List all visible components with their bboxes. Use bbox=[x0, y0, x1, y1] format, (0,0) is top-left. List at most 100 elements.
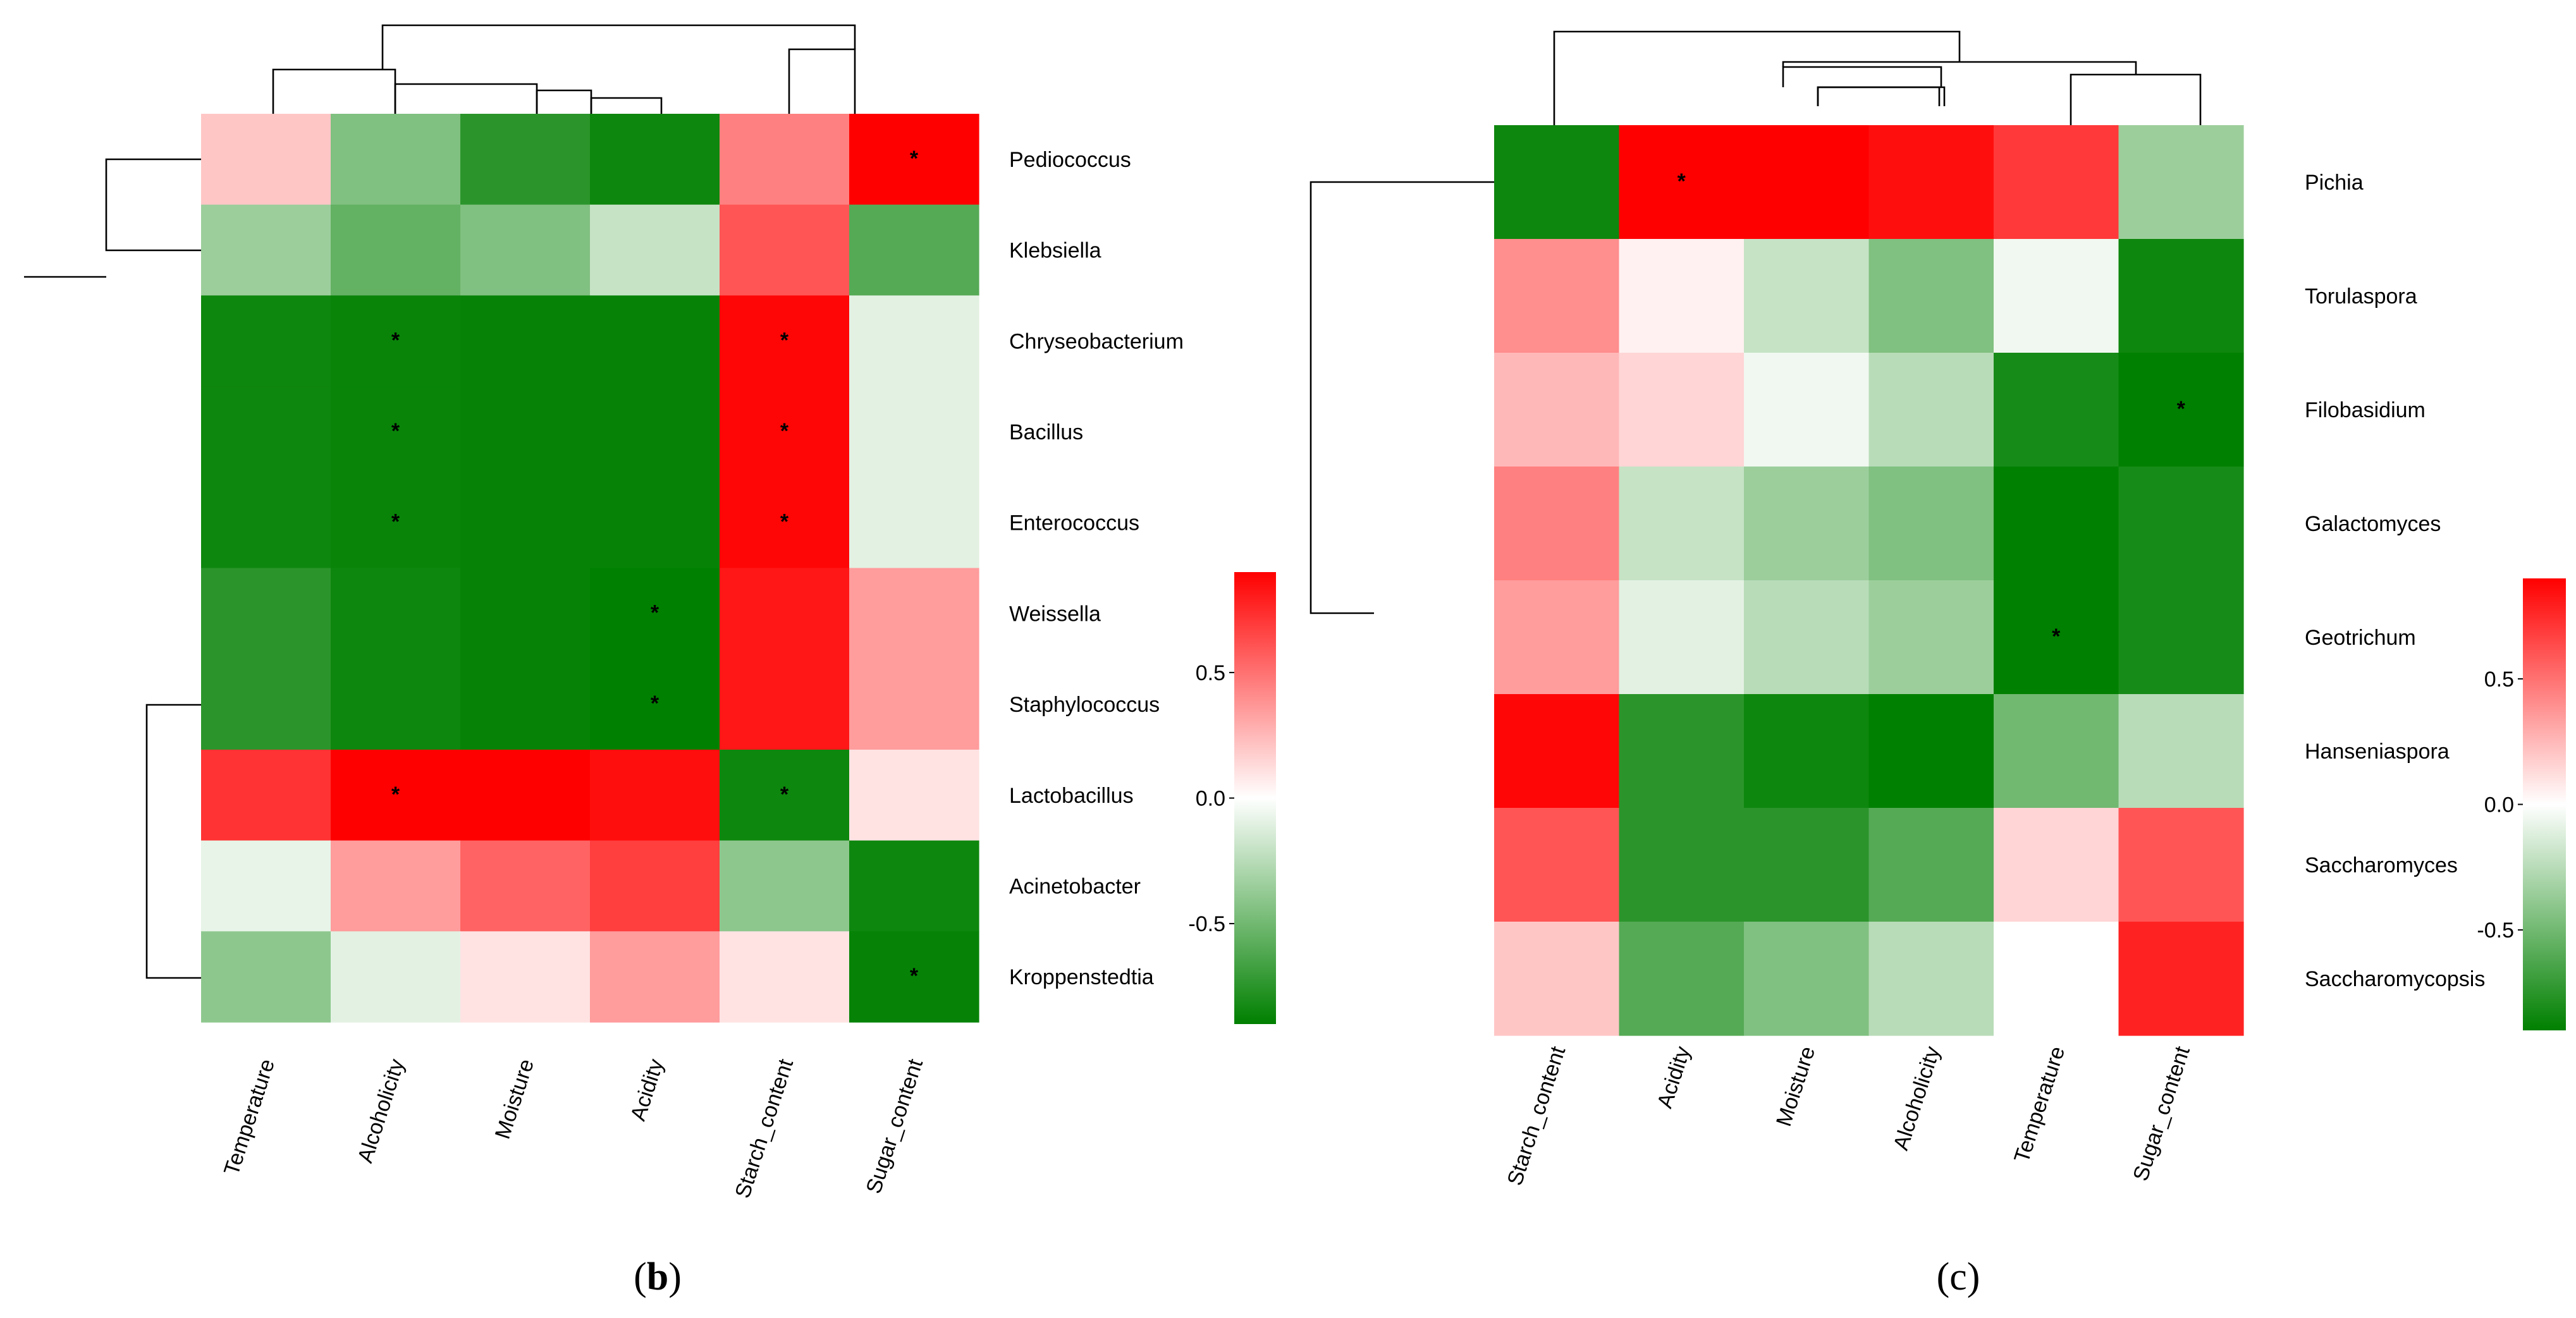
heatmap-panel-b: * * * * * * * * * * * * Pediococcus Klebsiella Chryse… bbox=[24, 24, 1276, 1298]
heatmap-cell bbox=[1494, 353, 1620, 467]
colorbar-tick-label: 0.0 bbox=[1196, 787, 1225, 811]
heatmap-cell bbox=[201, 931, 331, 1023]
heatmap-cell bbox=[460, 204, 591, 296]
heatmap-cell bbox=[720, 659, 850, 750]
significance-marker: * bbox=[910, 147, 919, 171]
heatmap-cell bbox=[2118, 808, 2244, 922]
heatmap-cell bbox=[1619, 125, 1745, 240]
heatmap-cell bbox=[2118, 239, 2244, 353]
heatmap-cell bbox=[849, 477, 979, 569]
row-label: Geotrichum bbox=[2305, 626, 2416, 650]
heatmap-cell bbox=[1994, 467, 2119, 581]
column-dendrogram-b bbox=[272, 24, 856, 115]
significance-marker: * bbox=[391, 328, 400, 352]
heatmap-cell bbox=[331, 477, 461, 569]
heatmap-cell bbox=[201, 204, 331, 296]
row-labels-b: Pediococcus Klebsiella Chryseobacterium Bac… bbox=[1009, 148, 1184, 989]
heatmap-cell bbox=[1619, 239, 1745, 353]
heatmap-cell bbox=[331, 386, 461, 478]
colorbar-tick-label: 0.5 bbox=[1196, 661, 1225, 685]
significance-marker: * bbox=[391, 510, 400, 534]
heatmap-cell bbox=[1868, 808, 1994, 922]
heatmap-cell bbox=[201, 840, 331, 932]
heatmap-panel-c: * * * Pichia Torulaspora Filobasidium Galacto… bbox=[1309, 30, 2566, 1298]
column-label: Moisture bbox=[491, 1056, 539, 1142]
significance-marker: * bbox=[780, 510, 789, 534]
column-label: Sugar_content bbox=[2128, 1043, 2195, 1184]
column-labels-c: Starch_content Acidity Moisture Alcoholicit… bbox=[1503, 1043, 2195, 1188]
significance-marker: * bbox=[780, 419, 789, 443]
heatmap-cell bbox=[849, 659, 979, 750]
column-label: Acidity bbox=[626, 1056, 668, 1124]
heatmap-cell bbox=[460, 931, 591, 1023]
colorbar-gradient bbox=[2523, 578, 2566, 1030]
significance-marker: * bbox=[651, 601, 659, 625]
heatmap-cell bbox=[1994, 580, 2119, 695]
row-dendrogram-b bbox=[24, 158, 205, 979]
significance-marker: * bbox=[780, 328, 789, 352]
heatmap-cell bbox=[2118, 580, 2244, 695]
heatmap-cell bbox=[331, 204, 461, 296]
heatmap-cell bbox=[1744, 580, 1870, 695]
heatmap-cell bbox=[590, 386, 720, 478]
heatmap-cell bbox=[1868, 467, 1994, 581]
heatmap-cell bbox=[1744, 808, 1870, 922]
heatmap-cell bbox=[720, 204, 850, 296]
heatmap-cell bbox=[590, 477, 720, 569]
heatmap-cell bbox=[201, 386, 331, 478]
heatmap-cell bbox=[1494, 239, 1620, 353]
significance-marker: * bbox=[780, 783, 789, 807]
column-label: Sugar_content bbox=[862, 1056, 928, 1197]
heatmap-cell bbox=[720, 114, 850, 205]
heatmap-cell bbox=[1868, 239, 1994, 353]
heatmap-cell bbox=[2118, 353, 2244, 467]
heatmap-cell bbox=[590, 204, 720, 296]
heatmap-cell bbox=[590, 659, 720, 750]
heatmap-cell bbox=[849, 840, 979, 932]
row-label: Torulaspora bbox=[2305, 284, 2417, 308]
heatmap-cell bbox=[331, 114, 461, 205]
heatmap-cell bbox=[2118, 467, 2244, 581]
row-label: Acinetobacter bbox=[1009, 874, 1141, 898]
significance-marker: * bbox=[2177, 397, 2186, 421]
heatmap-cell bbox=[2118, 922, 2244, 1036]
heatmap-cell bbox=[1619, 353, 1745, 467]
heatmap-cell bbox=[1744, 922, 1870, 1036]
heatmap-cell bbox=[460, 477, 591, 569]
heatmap-cell bbox=[1744, 694, 1870, 808]
heatmap-cell bbox=[1868, 922, 1994, 1036]
colorbar-b: 0.5 0.0 -0.5 bbox=[1188, 572, 1276, 1024]
significance-marker: * bbox=[391, 783, 400, 807]
heatmap-cell bbox=[2118, 694, 2244, 808]
heatmap-cell bbox=[1868, 353, 1994, 467]
column-label: Starch_content bbox=[730, 1056, 798, 1201]
heatmap-cell bbox=[331, 295, 461, 387]
row-label: Hanseniaspora bbox=[2305, 740, 2450, 764]
heatmap-cell bbox=[590, 114, 720, 205]
row-label: Saccharomycopsis bbox=[2305, 967, 2485, 991]
significance-marker: * bbox=[651, 692, 659, 716]
heatmap-cell bbox=[720, 749, 850, 841]
column-label: Alcoholicity bbox=[1889, 1044, 1945, 1153]
column-labels-b: Temperature Alcoholicity Moisture Acidity St… bbox=[219, 1056, 928, 1201]
column-dendrogram-c bbox=[1553, 30, 2202, 125]
heatmap-cell bbox=[201, 659, 331, 750]
heatmap-cell bbox=[1494, 694, 1620, 808]
heatmap-cell bbox=[720, 568, 850, 659]
heatmap-cell bbox=[590, 840, 720, 932]
row-label: Bacillus bbox=[1009, 420, 1083, 444]
heatmap-cell bbox=[1494, 808, 1620, 922]
heatmap-cell bbox=[720, 386, 850, 478]
heatmap-cell bbox=[331, 931, 461, 1023]
heatmap-cell bbox=[720, 931, 850, 1023]
heatmap-cell bbox=[1868, 694, 1994, 808]
row-label: Galactomyces bbox=[2305, 512, 2441, 536]
heatmap-cell bbox=[1994, 125, 2119, 240]
heatmap-cell bbox=[1868, 580, 1994, 695]
column-label: Moisture bbox=[1772, 1044, 1820, 1130]
row-label: Lactobacillus bbox=[1009, 784, 1134, 808]
heatmap-cell bbox=[849, 295, 979, 387]
heatmap-cell bbox=[331, 568, 461, 659]
colorbar-tick-label: 0.0 bbox=[2484, 793, 2514, 817]
